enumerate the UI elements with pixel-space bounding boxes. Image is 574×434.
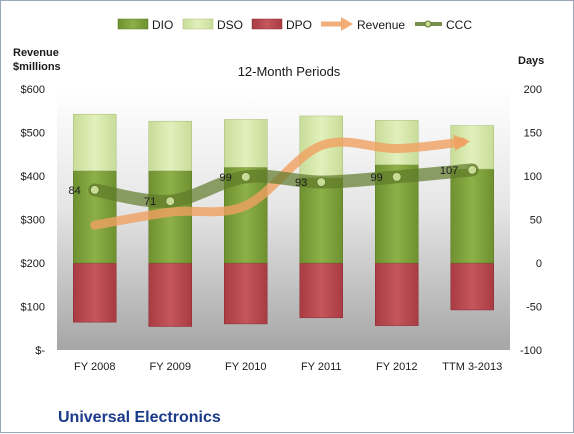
dso-bar <box>224 119 268 168</box>
left-tick-label: $100 <box>21 302 45 314</box>
right-tick-label: -50 <box>526 302 542 314</box>
dio-bar <box>450 168 494 264</box>
right-tick-label: 100 <box>524 171 542 183</box>
ccc-point <box>240 171 251 182</box>
right-axis: -100 -50 0 50 100 150 200 <box>520 84 542 357</box>
ccc-line <box>88 163 479 208</box>
legend-label-ccc: CCC <box>446 18 472 32</box>
right-tick-label: 50 <box>530 215 542 227</box>
right-tick-label: 0 <box>536 258 542 270</box>
dpo-bar <box>224 262 268 325</box>
ccc-point <box>391 171 402 182</box>
ccc-layer: 84 71 99 93 99 107 <box>69 163 479 208</box>
left-tick-label: $600 <box>21 84 45 96</box>
legend-item-dpo: DPO <box>251 18 312 32</box>
left-tick-label: $400 <box>21 171 45 183</box>
dso-bar <box>73 113 117 172</box>
ccc-data-label: 107 <box>440 165 458 177</box>
ccc-data-label: 99 <box>220 172 232 184</box>
right-tick-label: -100 <box>520 345 542 357</box>
dpo-bar <box>450 262 494 311</box>
chart-subtitle: 12-Month Periods <box>238 64 341 79</box>
legend-arrow-icon <box>341 17 353 31</box>
legend-swatch-dso <box>182 18 214 30</box>
legend-label-revenue: Revenue <box>357 18 405 32</box>
dio-bar <box>73 170 117 264</box>
legend-marker-ccc <box>424 20 432 28</box>
legend-swatch-dio <box>117 18 149 30</box>
dso-bar <box>148 120 192 172</box>
left-tick-label: $200 <box>21 258 45 270</box>
x-tick-label: FY 2011 <box>301 361 342 373</box>
left-axis-title-line1: Revenue <box>13 47 59 59</box>
ccc-data-label: 93 <box>295 177 307 189</box>
legend: DIO DSO DPO Revenue CCC <box>117 17 472 32</box>
left-tick-label: $300 <box>21 215 45 227</box>
left-tick-label: $- <box>35 345 45 357</box>
x-tick-label: FY 2010 <box>225 361 266 373</box>
x-tick-label: FY 2009 <box>150 361 191 373</box>
left-axis-title-line2: $millions <box>13 61 61 73</box>
dso-bar <box>450 125 494 170</box>
legend-item-dio: DIO <box>117 18 173 32</box>
legend-swatch-dpo <box>251 18 283 30</box>
dpo-bar <box>375 262 419 326</box>
ccc-point <box>89 184 100 195</box>
right-tick-label: 200 <box>524 84 542 96</box>
right-axis-title: Days <box>518 55 544 67</box>
ccc-data-label: 99 <box>371 172 383 184</box>
ccc-point <box>467 164 478 175</box>
ccc-data-label: 71 <box>144 196 156 208</box>
company-name: Universal Electronics <box>58 409 221 426</box>
left-axis: $- $100 $200 $300 $400 $500 $600 <box>21 84 46 357</box>
dpo-bar <box>148 262 192 327</box>
legend-label-dio: DIO <box>152 18 173 32</box>
dpo-bar <box>73 262 117 323</box>
x-tick-label: FY 2008 <box>74 361 115 373</box>
x-tick-label: FY 2012 <box>376 361 417 373</box>
x-tick-label: TTM 3-2013 <box>442 361 502 373</box>
legend-item-dso: DSO <box>182 18 243 32</box>
ccc-data-label: 84 <box>69 185 81 197</box>
legend-item-ccc: CCC <box>415 18 472 32</box>
ccc-point <box>316 177 327 188</box>
legend-label-dso: DSO <box>217 18 243 32</box>
right-tick-label: 150 <box>524 128 542 140</box>
legend-item-revenue: Revenue <box>321 17 405 32</box>
dso-bar <box>375 120 419 165</box>
ccc-point <box>165 196 176 207</box>
dio-bar <box>299 177 343 264</box>
dpo-bar <box>299 262 343 319</box>
legend-label-dpo: DPO <box>286 18 312 32</box>
left-tick-label: $500 <box>21 128 45 140</box>
x-axis: FY 2008 FY 2009 FY 2010 FY 2011 FY 2012 TTM 3… <box>74 361 502 373</box>
